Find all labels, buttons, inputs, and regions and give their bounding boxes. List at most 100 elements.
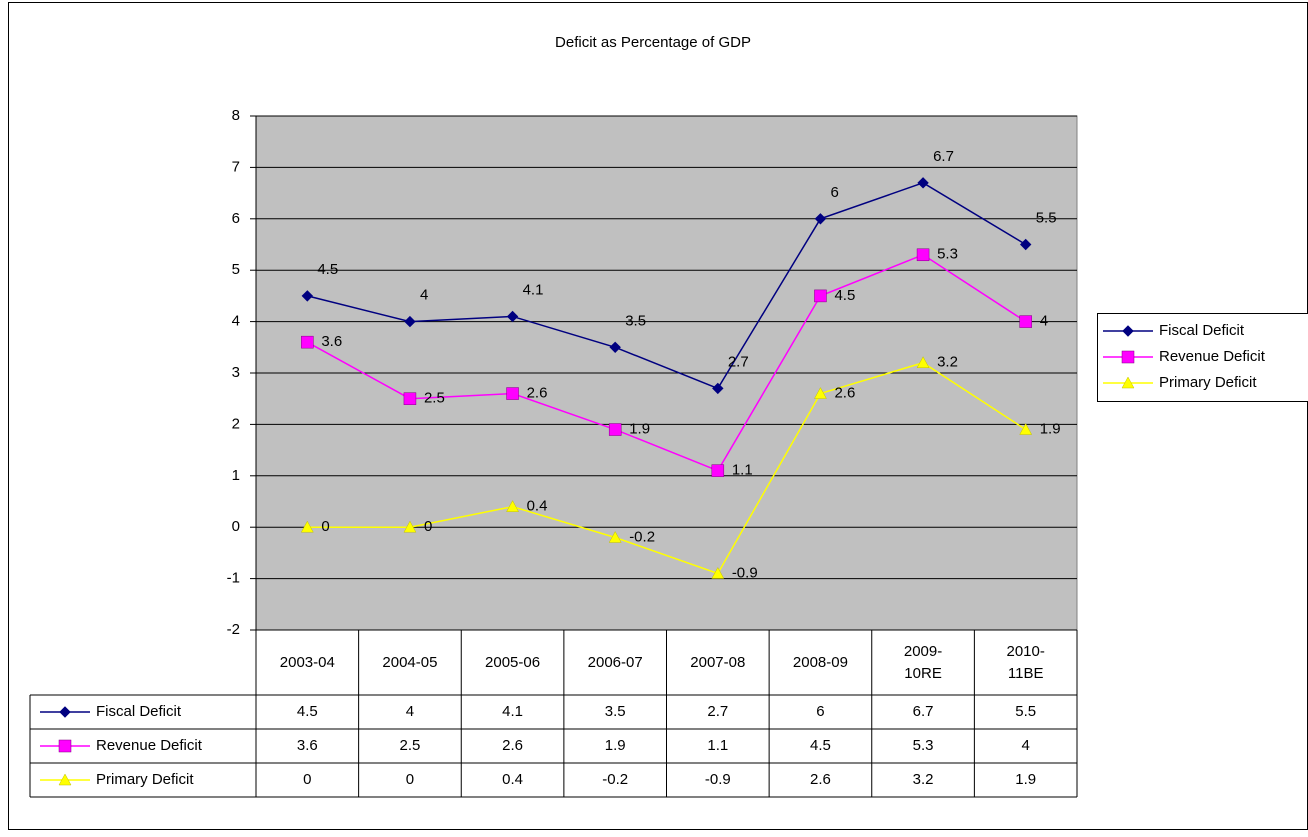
marker: [609, 341, 621, 354]
table-row-label: Fiscal Deficit: [96, 703, 182, 720]
x-tick-label-box: 2006-07: [564, 630, 667, 695]
series-line: [307, 181, 1027, 390]
table-cell: 1.1: [707, 737, 728, 754]
x-tick-text: 2004-05: [382, 653, 438, 671]
marker: [404, 315, 416, 328]
x-tick-text: 2007-08: [690, 653, 746, 671]
data-label: 0: [424, 518, 432, 535]
marker: [506, 500, 519, 512]
x-tick-label-box: 2004-05: [359, 630, 462, 695]
table-cell: 4.5: [297, 703, 318, 720]
data-label: 1.9: [629, 421, 650, 438]
chart-title: Deficit as Percentage of GDP: [555, 34, 751, 51]
x-tick-label-box: 2003-04: [279, 653, 335, 671]
data-label: 3.5: [625, 312, 646, 329]
series-line: [307, 361, 1027, 575]
legend-label: Revenue Deficit: [1159, 348, 1266, 365]
marker: [711, 464, 725, 477]
table-cell: 2.6: [810, 771, 831, 788]
marker: [917, 177, 929, 189]
data-label: 6: [830, 184, 838, 201]
y-tick-label: -2: [227, 621, 240, 638]
marker: [506, 387, 519, 400]
x-tick-text: 2005-06: [485, 653, 541, 671]
data-label: 4.5: [317, 261, 338, 278]
data-label: 2.7: [728, 353, 749, 370]
marker: [1019, 423, 1033, 435]
x-tick-text: 2003-04: [279, 653, 335, 671]
table-cell: 2.6: [502, 737, 523, 754]
marker: [403, 520, 417, 533]
table-cell: 3.6: [297, 737, 318, 754]
marker: [300, 520, 314, 533]
data-label: 1.1: [732, 462, 753, 479]
x-tick-label: 2007-08: [667, 630, 770, 695]
data-label: 5.3: [937, 246, 958, 263]
marker: [59, 706, 71, 718]
x-tick-label: 2009-10RE: [872, 630, 975, 695]
table-cell: 4: [1022, 737, 1030, 754]
y-tick-label: 6: [232, 210, 240, 227]
marker: [1121, 376, 1135, 389]
marker: [1121, 350, 1135, 364]
data-label: 3.6: [321, 333, 342, 350]
table-cell: 5.3: [913, 737, 934, 754]
data-label: -0.2: [629, 528, 655, 545]
marker: [814, 289, 827, 303]
y-tick-label: 3: [232, 364, 240, 381]
data-label: 6.7: [933, 148, 954, 165]
marker: [1122, 325, 1134, 337]
table-cell: 1.9: [605, 737, 626, 754]
x-tick-label-box: 2005-06: [485, 653, 541, 671]
marker: [58, 739, 72, 753]
table-cell: 4: [406, 703, 414, 720]
data-label: 4.5: [834, 287, 855, 304]
marker: [1019, 315, 1032, 328]
x-tick-text: 2010-11BE: [1006, 642, 1045, 682]
data-label: 3.2: [937, 354, 958, 371]
marker: [711, 566, 725, 579]
table-cell: 0.4: [502, 771, 523, 788]
x-tick-label-box: 2009-10RE: [872, 630, 975, 695]
y-tick-label: 7: [232, 158, 240, 175]
table-cell: 3.2: [913, 771, 934, 788]
legend-label: Primary Deficit: [1159, 374, 1257, 391]
x-tick-label: 2008-09: [769, 630, 872, 695]
table-row-label: Primary Deficit: [96, 771, 194, 788]
data-label: 2.6: [527, 385, 548, 402]
data-label: -0.9: [732, 564, 758, 581]
data-label: 2.6: [834, 385, 855, 402]
table-cell: -0.2: [602, 771, 628, 788]
data-label: 4: [420, 287, 428, 304]
table-cell: 4.1: [502, 703, 523, 720]
x-tick-label-box: 2010-11BE: [974, 630, 1077, 695]
marker: [712, 382, 724, 395]
data-label: 4: [1040, 313, 1048, 330]
marker: [506, 310, 519, 323]
data-label: 1.9: [1040, 421, 1061, 438]
marker: [916, 248, 930, 262]
table-cell: -0.9: [705, 771, 731, 788]
table-cell: 2.7: [707, 703, 728, 720]
marker: [301, 335, 314, 349]
marker: [814, 387, 827, 399]
marker: [1019, 238, 1032, 251]
table-cell: 1.9: [1015, 771, 1036, 788]
x-tick-label: 2004-05: [359, 630, 462, 695]
data-label: 2.5: [424, 390, 445, 407]
table-cell: 0: [303, 771, 311, 788]
data-label: 0.4: [527, 498, 548, 515]
marker: [608, 530, 622, 543]
x-tick-text: 2008-09: [792, 653, 848, 671]
y-tick-label: 4: [232, 313, 240, 330]
x-tick-label: 2006-07: [564, 630, 667, 695]
table-cell: 6.7: [913, 703, 934, 720]
table-cell: 6: [816, 703, 824, 720]
marker: [608, 423, 622, 436]
x-tick-label: 2010-11BE: [974, 630, 1077, 695]
data-label: 4.1: [523, 281, 544, 298]
table-cell: 4.5: [810, 737, 831, 754]
y-tick-label: 0: [232, 518, 240, 535]
table-cell: 5.5: [1015, 703, 1036, 720]
y-tick-label: -1: [227, 570, 240, 587]
